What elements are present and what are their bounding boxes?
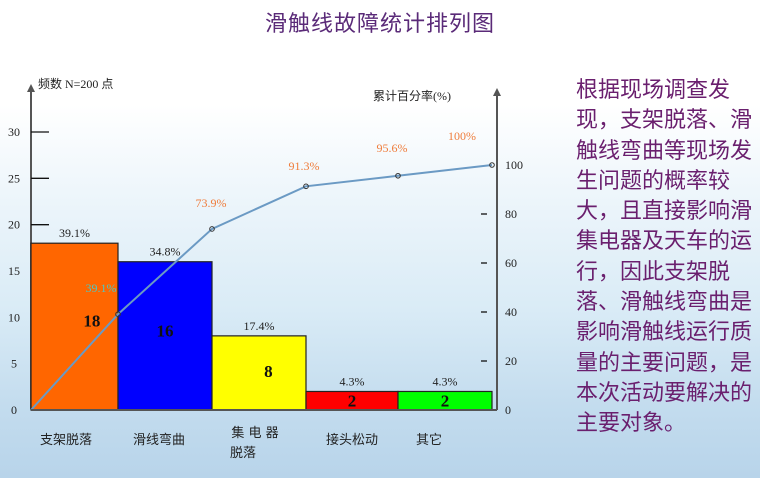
y-tick-label: 25 — [8, 171, 20, 185]
line-point — [395, 172, 401, 179]
category-label: 其它 — [416, 432, 442, 448]
bar-value-label: 18 — [83, 311, 100, 330]
bar-value-label: 16 — [157, 321, 174, 340]
category-label: 接头松动 — [326, 432, 378, 448]
category-labels: 支架脱落 滑线弯曲 集 电 器脱落 接头松动 其它 — [40, 425, 442, 461]
bar-value-label: 2 — [441, 392, 450, 411]
bar-value-label: 2 — [348, 392, 357, 411]
y2-tick-label: 0 — [505, 403, 511, 417]
y2-tick-label: 100 — [505, 158, 523, 172]
y-tick-label: 10 — [8, 310, 20, 324]
y-tick-label: 20 — [8, 218, 20, 232]
y-axis-label: 频数 N=200 点 — [38, 76, 113, 91]
y2-tick-label: 80 — [505, 207, 517, 221]
cumulative-label: 39.1% — [86, 281, 117, 295]
line-point — [303, 183, 309, 190]
bars: 39.1% 18 34.8% 16 17.4% 8 4.3% 2 4.3% 2 — [30, 226, 493, 411]
bar-1 — [117, 261, 213, 411]
y-tick-label: 0 — [11, 403, 17, 417]
bar-percent-label: 34.8% — [150, 245, 181, 259]
bar-percent-label: 4.3% — [340, 374, 365, 388]
y2-axis-ticks: 0 20 40 60 80 100 — [481, 158, 523, 417]
y-tick-label: 5 — [11, 357, 17, 371]
cumulative-label: 91.3% — [289, 159, 320, 173]
y2-tick-label: 20 — [505, 354, 517, 368]
line-point — [115, 311, 121, 318]
category-label: 支架脱落 — [40, 433, 92, 448]
cumulative-label: 73.9% — [196, 196, 227, 210]
cumulative-label: 95.6% — [377, 141, 408, 155]
category-label: 滑线弯曲 — [133, 432, 185, 448]
y-tick-label: 15 — [8, 264, 20, 278]
cumulative-label: 100% — [448, 129, 476, 143]
y2-axis-label: 累计百分率(%) — [373, 88, 451, 103]
conclusion-text: 根据现场调查发现，支架脱落、滑触线弯曲等现场发生问题的概率较大，且直接影响滑集电… — [576, 78, 753, 437]
y2-tick-label: 60 — [505, 256, 517, 270]
cumulative-line: 39.1% 73.9% 91.3% 95.6% 100% — [30, 129, 495, 411]
chart-title: 滑触线故障统计排列图 — [264, 12, 495, 37]
bar-percent-label: 4.3% — [433, 374, 458, 388]
line-point — [209, 226, 215, 232]
line-point — [489, 162, 495, 168]
bar-percent-label: 17.4% — [244, 319, 275, 333]
bar-0 — [30, 242, 119, 411]
bar-2 — [211, 335, 307, 411]
y-tick-label: 30 — [8, 125, 20, 139]
bar-value-label: 8 — [264, 362, 273, 381]
y2-tick-label: 40 — [505, 305, 517, 319]
category-label-line2: 脱落 — [230, 446, 256, 461]
bar-percent-label: 39.1% — [59, 226, 90, 240]
category-label: 集 电 器 — [231, 425, 278, 441]
